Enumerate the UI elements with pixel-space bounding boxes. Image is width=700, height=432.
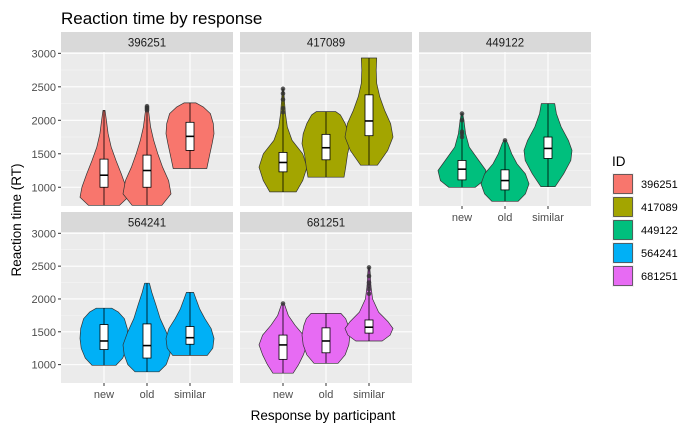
box-old bbox=[142, 323, 152, 359]
outlier-point bbox=[366, 286, 372, 292]
x-tick-label: old bbox=[319, 389, 334, 401]
outlier-point bbox=[280, 301, 286, 306]
outlier-point bbox=[502, 138, 508, 143]
outlier-point bbox=[280, 86, 286, 92]
outlier-point bbox=[366, 283, 372, 289]
y-tick-label: 1000 bbox=[32, 182, 56, 194]
outlier-point bbox=[280, 97, 286, 102]
box-new bbox=[457, 160, 467, 181]
chart-title: Reaction time by response bbox=[61, 9, 262, 28]
legend-label: 417089 bbox=[641, 202, 678, 214]
outlier-point bbox=[280, 109, 286, 115]
box-similar bbox=[364, 94, 374, 137]
box-new bbox=[99, 324, 109, 350]
x-tick-label: similar bbox=[532, 212, 564, 224]
y-tick-label: 2000 bbox=[32, 294, 56, 306]
legend: ID 396251 417089 449122 564241 681251 bbox=[612, 154, 678, 287]
x-tick-label: new bbox=[452, 212, 472, 224]
legend-key-564241 bbox=[613, 243, 633, 263]
panel-396251: 396251 1000 1500 2000 2500 3000 bbox=[32, 32, 233, 206]
legend-key-417089 bbox=[613, 197, 633, 217]
panel-681251: 681251 new old similar bbox=[240, 212, 412, 401]
box-new bbox=[99, 158, 109, 188]
y-axis-title: Reaction time (RT) bbox=[9, 163, 24, 276]
x-tick-label: similar bbox=[353, 389, 385, 401]
x-tick-label: old bbox=[498, 212, 513, 224]
outlier-point bbox=[459, 129, 465, 134]
strip-label: 564241 bbox=[128, 218, 166, 230]
x-tick-label: new bbox=[94, 389, 114, 401]
y-tick-label: 2500 bbox=[32, 261, 56, 273]
outlier-point bbox=[459, 117, 465, 123]
outlier-point bbox=[366, 273, 372, 279]
x-tick-label: similar bbox=[174, 389, 206, 401]
outlier-point bbox=[144, 103, 150, 109]
legend-label: 396251 bbox=[641, 179, 678, 191]
strip-background bbox=[419, 32, 591, 52]
panel-417089: 417089 bbox=[240, 32, 412, 206]
legend-title: ID bbox=[612, 154, 626, 169]
legend-key-449122 bbox=[613, 220, 633, 240]
legend-label: 681251 bbox=[641, 271, 678, 283]
panel-449122: 449122 new old similar bbox=[419, 32, 591, 224]
legend-label: 449122 bbox=[641, 225, 678, 237]
y-tick-label: 3000 bbox=[32, 48, 56, 60]
strip-background bbox=[240, 212, 412, 232]
strip-label: 396251 bbox=[128, 38, 166, 50]
legend-key-396251 bbox=[613, 174, 633, 194]
strip-background bbox=[61, 32, 233, 52]
legend-label: 564241 bbox=[641, 248, 678, 260]
panels: 396251 1000 1500 2000 2500 3000 417089 449122 ne… bbox=[32, 32, 591, 401]
outlier-point bbox=[280, 91, 286, 96]
y-tick-label: 2000 bbox=[32, 115, 56, 127]
strip-label: 449122 bbox=[486, 38, 524, 50]
y-tick-label: 1000 bbox=[32, 360, 56, 372]
x-axis-title: Response by participant bbox=[251, 408, 396, 423]
strip-label: 681251 bbox=[307, 218, 345, 230]
box-new bbox=[278, 334, 288, 360]
y-tick-label: 1500 bbox=[32, 327, 56, 339]
outlier-point bbox=[366, 280, 372, 285]
x-tick-label: new bbox=[273, 389, 293, 401]
panel-564241: 564241 1000 1500 2000 2500 3000 new old similar bbox=[32, 212, 233, 401]
outlier-point bbox=[366, 291, 372, 297]
box-similar bbox=[185, 326, 195, 345]
outlier-point bbox=[280, 105, 286, 111]
outlier-point bbox=[366, 265, 372, 270]
outlier-point bbox=[459, 134, 465, 140]
y-tick-label: 3000 bbox=[32, 228, 56, 240]
strip-background bbox=[240, 32, 412, 52]
y-tick-label: 1500 bbox=[32, 149, 56, 161]
strip-label: 417089 bbox=[307, 38, 345, 50]
legend-key-681251 bbox=[613, 266, 633, 286]
x-tick-label: old bbox=[140, 389, 155, 401]
outlier-point bbox=[459, 111, 465, 116]
y-tick-label: 2500 bbox=[32, 82, 56, 94]
strip-background bbox=[61, 212, 233, 232]
